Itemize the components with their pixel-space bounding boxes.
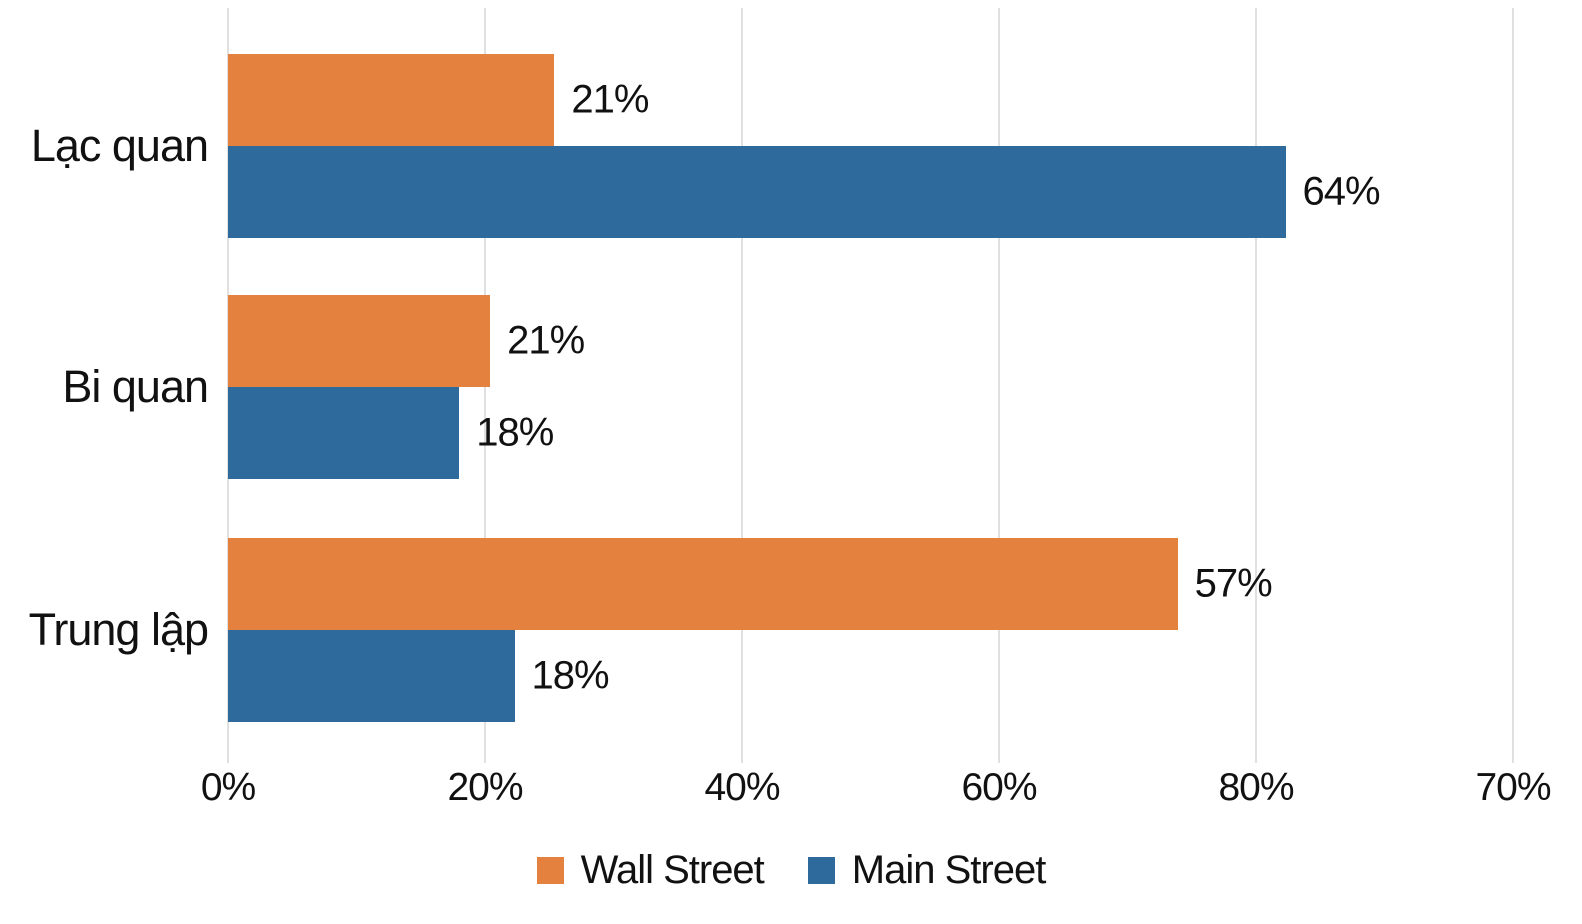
legend: Wall Street Main Street: [0, 848, 1582, 893]
x-tick-label: 0%: [200, 766, 256, 809]
bar-wall-street-2: [228, 295, 491, 387]
gridline: [1512, 8, 1514, 763]
x-tick-label: 80%: [1218, 766, 1294, 809]
gridline: [741, 8, 743, 763]
legend-item-wall-street: Wall Street: [536, 848, 765, 893]
bar-wall-street-1: [228, 54, 555, 146]
legend-label: Main Street: [851, 848, 1047, 892]
bar-main-street-1: [228, 146, 1286, 238]
gridline: [998, 8, 1000, 763]
legend-swatch-main-street: [807, 857, 835, 884]
legend-label: Wall Street: [580, 848, 765, 892]
value-label: 21%: [507, 318, 585, 363]
bar-wall-street-3: [228, 538, 1178, 630]
x-tick-label: 40%: [704, 766, 780, 809]
value-label: 18%: [476, 410, 554, 455]
category-label: Trung lập: [28, 604, 209, 655]
legend-swatch-wall-street: [536, 857, 564, 884]
x-tick-label: 60%: [961, 766, 1037, 809]
bar-main-street-3: [228, 630, 515, 722]
gridline: [1255, 8, 1257, 763]
value-label: 57%: [1194, 561, 1273, 606]
value-label: 18%: [531, 653, 610, 698]
category-label: Lạc quan: [30, 120, 209, 171]
x-tick-label: 20%: [447, 766, 523, 809]
value-label: 64%: [1302, 169, 1381, 214]
category-label: Bi quan: [62, 361, 209, 412]
legend-item-main-street: Main Street: [807, 848, 1047, 893]
value-label: 21%: [571, 77, 649, 122]
bar-main-street-2: [228, 387, 460, 479]
x-tick-label: 70%: [1475, 766, 1551, 809]
